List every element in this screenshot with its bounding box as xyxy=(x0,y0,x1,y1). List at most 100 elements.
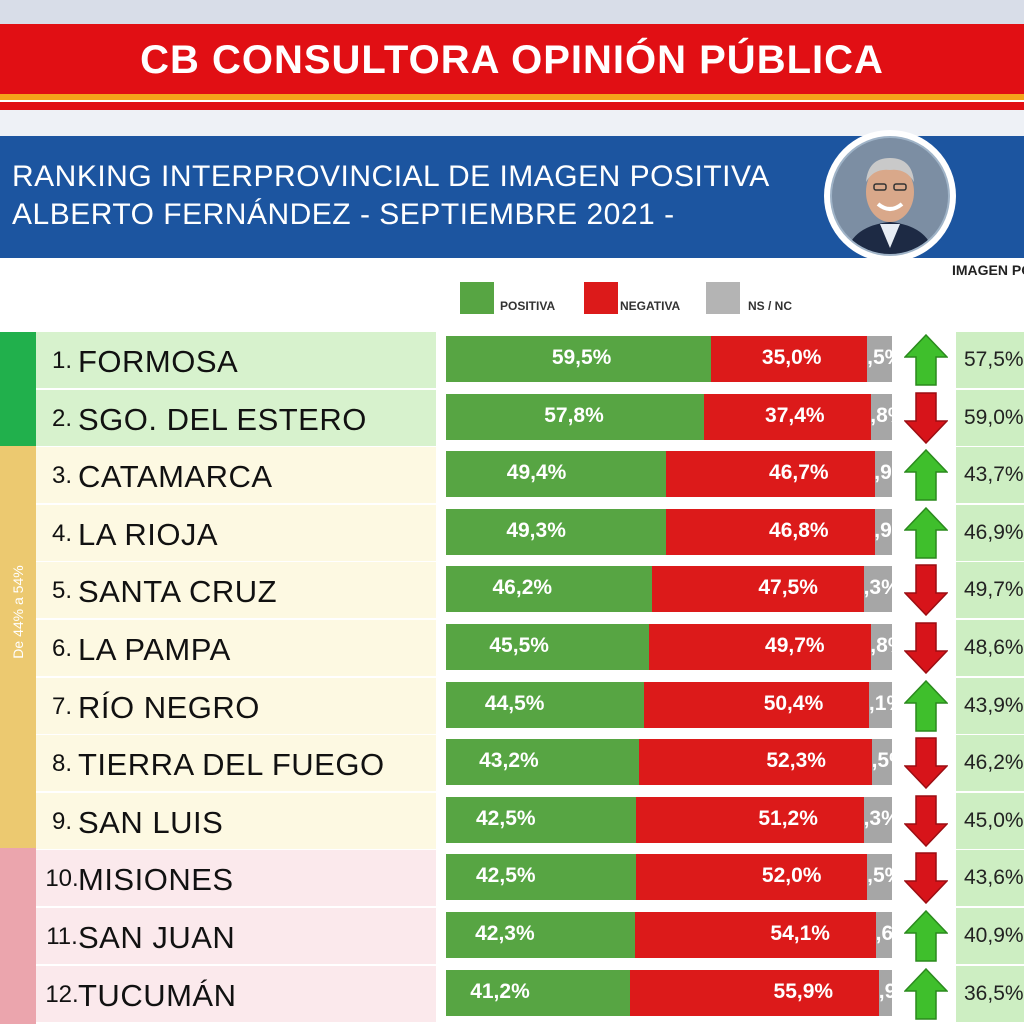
stacked-bar: 41,2% 55,9% 2,9% xyxy=(446,969,892,1016)
stacked-bar: 49,3% 46,8% 3,9% xyxy=(446,508,892,555)
stacked-bar: 46,2% 47,5% 6,3% xyxy=(446,566,892,613)
data-label: 5,5% xyxy=(867,346,892,369)
arrow-up-icon xyxy=(904,506,948,559)
previous-value-cell: 49,7% xyxy=(956,562,1024,619)
province-cell: 12. TUCUMÁN xyxy=(36,965,436,1023)
arrow-up-icon xyxy=(904,449,948,501)
arrow-down-icon xyxy=(904,795,948,847)
table-row: 7.RÍO NEGRO 44,5% 50,4% 5,1% 43,9% xyxy=(36,677,1024,735)
data-label: 5,1% xyxy=(869,691,892,715)
previous-value: 49,7% xyxy=(964,578,1024,602)
previous-value: 57,5% xyxy=(964,348,1024,371)
arrow-up-icon xyxy=(904,679,948,732)
bar-positiva: 59,5% xyxy=(446,336,712,382)
table-row: 5.SANTA CRUZ 46,2% 47,5% 6,3% 49,7% xyxy=(36,562,1024,620)
table-row: 1.FORMOSA 59,5% 35,0% 5,5% 57,5% xyxy=(36,332,1024,389)
bar-positiva: 44,5% xyxy=(446,681,645,728)
bar-negativa: 52,3% xyxy=(638,739,872,786)
bar-nsnc: 5,5% xyxy=(867,336,892,382)
province-cell: 2. SGO. DEL ESTERO xyxy=(36,389,436,447)
previous-value-cell: 48,6% xyxy=(956,620,1024,676)
bar-negativa: 50,4% xyxy=(644,681,870,728)
previous-value: 43,9% xyxy=(964,693,1024,717)
data-label: 49,7% xyxy=(765,634,825,657)
province-cell: 6. LA PAMPA xyxy=(36,620,436,677)
rank-number: 7. xyxy=(51,692,72,720)
bar-positiva: 49,3% xyxy=(446,508,666,555)
legend-swatch xyxy=(584,282,618,314)
legend-swatch xyxy=(706,282,740,314)
previous-value: 43,6% xyxy=(964,866,1024,890)
data-label: 44,5% xyxy=(484,691,545,715)
stacked-bar: 45,5% 49,7% 4,8% xyxy=(446,624,892,670)
province-name: SAN JUAN xyxy=(78,920,236,955)
province-name: LA RIOJA xyxy=(78,516,219,552)
bar-nsnc: 6,3% xyxy=(863,566,892,613)
province-name: SGO. DEL ESTERO xyxy=(78,401,367,437)
rank-number: 11. xyxy=(46,923,78,950)
arrow-down-icon xyxy=(904,564,948,617)
stacked-bar: 42,5% 52,0% 5,5% xyxy=(446,854,892,901)
province-name: LA PAMPA xyxy=(78,632,231,667)
legend-label: POSITIVA xyxy=(500,299,556,313)
province-cell: 1. FORMOSA xyxy=(36,332,436,389)
data-label: 46,7% xyxy=(769,461,829,485)
table-row: 9.SAN LUIS 42,5% 51,2% 6,3% 45,0% xyxy=(36,792,1024,850)
stacked-bar: 43,2% 52,3% 4,5% xyxy=(446,739,892,786)
bar-negativa: 35,0% xyxy=(711,336,868,382)
bar-nsnc: 4,5% xyxy=(871,739,892,786)
previous-value-cell: 45,0% xyxy=(956,792,1024,849)
data-label: 55,9% xyxy=(773,979,834,1003)
rank-number: 6. xyxy=(51,635,72,662)
table-row: 2.SGO. DEL ESTERO 57,8% 37,4% 4,8% 59,0% xyxy=(36,389,1024,447)
previous-value: 40,9% xyxy=(964,924,1024,947)
category-band-green xyxy=(0,332,36,446)
table-row: 8.TIERRA DEL FUEGO 43,2% 52,3% 4,5% 46,2% xyxy=(36,735,1024,793)
data-label: 35,0% xyxy=(761,346,822,369)
bar-negativa: 46,8% xyxy=(665,508,875,555)
red-divider xyxy=(0,102,1024,110)
previous-value-cell: 46,2% xyxy=(956,735,1024,792)
data-label: 46,2% xyxy=(492,576,553,600)
rank-number: 10. xyxy=(45,865,79,893)
previous-column-header: IMAGEN POSITIVA JULIO/2 xyxy=(952,262,1024,278)
stacked-bar: 42,3% 54,1% 3,6% xyxy=(446,912,892,958)
data-label: 54,1% xyxy=(770,922,830,945)
table-row: 12.TUCUMÁN 41,2% 55,9% 2,9% 36,5% xyxy=(36,965,1024,1023)
data-label: 45,5% xyxy=(489,634,549,657)
bar-positiva: 45,5% xyxy=(446,624,649,670)
previous-value: 43,7% xyxy=(964,463,1024,487)
bar-nsnc: 3,6% xyxy=(875,912,892,958)
bar-negativa: 55,9% xyxy=(629,969,880,1016)
rank-number: 8. xyxy=(51,750,72,778)
province-cell: 8. TIERRA DEL FUEGO xyxy=(36,735,436,793)
table-row: 10.MISIONES 42,5% 52,0% 5,5% 43,6% xyxy=(36,850,1024,908)
arrow-down-icon xyxy=(904,391,948,444)
province-cell: 4. LA RIOJA xyxy=(36,504,436,562)
chart-subtitle: ALBERTO FERNÁNDEZ - SEPTIEMBRE 2021 - xyxy=(12,198,675,231)
stacked-bar: 42,5% 51,2% 6,3% xyxy=(446,796,892,843)
legend-label: NEGATIVA xyxy=(620,299,681,313)
data-label: 42,5% xyxy=(476,864,536,888)
previous-value: 36,5% xyxy=(964,981,1024,1005)
data-label: 51,2% xyxy=(758,806,818,830)
bar-positiva: 42,5% xyxy=(446,854,636,901)
data-label: 49,3% xyxy=(506,518,566,542)
arrow-up-icon xyxy=(904,967,948,1020)
previous-value-cell: 59,0% xyxy=(956,389,1024,446)
previous-value: 46,9% xyxy=(964,520,1024,544)
arrow-down-icon xyxy=(904,852,948,905)
stacked-bar: 49,4% 46,7% 3,9% xyxy=(446,451,892,498)
data-label: 52,3% xyxy=(766,749,826,773)
arrow-up-icon xyxy=(904,910,948,962)
chart-title: RANKING INTERPROVINCIAL DE IMAGEN POSITI… xyxy=(12,160,770,193)
rank-number: 9. xyxy=(51,807,72,835)
legend-swatch xyxy=(460,282,494,314)
data-label: 2,9% xyxy=(879,979,892,1003)
category-band-yellow xyxy=(0,446,36,848)
bar-negativa: 47,5% xyxy=(652,566,864,613)
stacked-bar: 44,5% 50,4% 5,1% xyxy=(446,681,892,728)
province-name: SANTA CRUZ xyxy=(78,574,278,610)
bar-nsnc: 5,1% xyxy=(869,681,892,728)
